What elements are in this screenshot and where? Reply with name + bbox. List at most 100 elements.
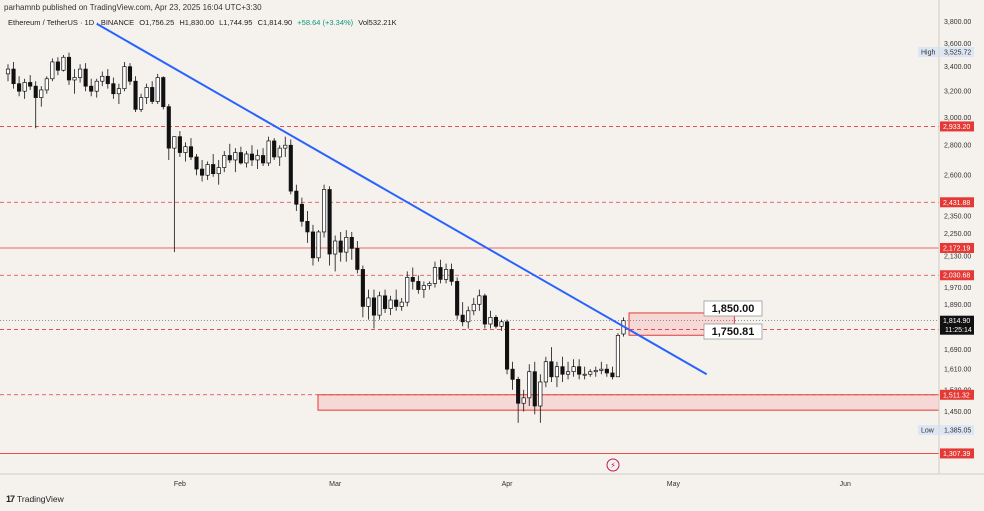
annotation-label: 1,850.00: [712, 303, 755, 315]
annotation-box[interactable]: [703, 300, 763, 317]
published-by-header: parhamnb published on TradingView.com, A…: [4, 3, 262, 12]
candle-up: [116, 88, 121, 95]
candle-down: [66, 56, 72, 81]
low-price-tag: [940, 425, 974, 436]
high-caption: High: [921, 49, 936, 56]
candle-down: [127, 66, 133, 82]
trendline-group[interactable]: [96, 22, 708, 376]
y-tick-label: 3,600.00: [944, 41, 971, 48]
candle-down: [133, 80, 138, 110]
candle-down: [394, 299, 399, 307]
event-lightning-icon[interactable]: [606, 458, 620, 472]
y-tick-label: 2,250.00: [944, 231, 971, 238]
x-tick-label: Jun: [840, 481, 851, 488]
time-axis[interactable]: Feb Mar Apr May Jun: [174, 481, 851, 488]
candle-down: [294, 190, 299, 205]
zone-support[interactable]: [317, 394, 940, 411]
candle-down: [166, 106, 171, 149]
candle-down: [383, 295, 388, 309]
candle-down: [438, 267, 443, 280]
candle-up: [421, 285, 426, 290]
high-caption-box: [918, 46, 938, 57]
candle-up: [283, 144, 288, 149]
candle-up: [233, 152, 238, 161]
candle-down: [238, 152, 243, 164]
candle-up: [588, 371, 593, 375]
candle-up: [538, 381, 543, 407]
candle-down: [194, 156, 199, 170]
candle-down: [28, 82, 33, 87]
low-price-label: 1,385.05: [944, 428, 971, 435]
candle-up: [377, 295, 382, 316]
level-price-tag: [940, 389, 974, 400]
candle-up: [366, 297, 371, 307]
candle-up: [565, 371, 571, 375]
candle-up: [543, 361, 548, 383]
candle-up: [216, 167, 221, 175]
candle-down: [55, 61, 60, 71]
level-price-label: 2,030.68: [943, 273, 970, 280]
y-tick-label: 1,970.00: [944, 285, 971, 292]
y-tick-label: 3,800.00: [944, 19, 971, 26]
candle-down: [549, 361, 554, 378]
candle-down: [83, 68, 88, 87]
candle-down: [227, 155, 232, 161]
candle-down: [577, 366, 582, 375]
y-tick-label: 3,400.00: [944, 64, 971, 71]
candle-up: [571, 366, 576, 373]
candle-up: [344, 237, 349, 253]
ohlc-open: O1,756.25: [139, 18, 175, 27]
chart-zones: [317, 312, 940, 411]
candle-down: [338, 240, 343, 253]
candle-up: [266, 140, 271, 164]
candle-up: [444, 269, 449, 280]
brand-name: TradingView: [17, 494, 64, 504]
candle-down: [482, 295, 487, 325]
level-price-label: 2,431.88: [943, 200, 970, 207]
low-caption-box: [918, 425, 938, 436]
candle-up: [172, 136, 177, 149]
candle-up: [5, 68, 11, 75]
candle-up: [471, 303, 476, 312]
symbol-legend: Ethereum / TetherUS · 1D · BINANCE O1,75…: [8, 18, 400, 27]
candle-down: [505, 321, 510, 370]
level-price-label: 1,511.32: [943, 392, 970, 399]
candle-down: [355, 248, 360, 270]
trendline[interactable]: [96, 22, 708, 376]
candle-up: [144, 87, 149, 98]
candle-up: [61, 56, 66, 71]
current-price-label: 1,814.90: [943, 318, 970, 325]
annotations-group[interactable]: 1,850.00 1,750.81: [703, 300, 763, 340]
candle-up: [244, 153, 249, 164]
price-axis[interactable]: 1,450.001,530.001,610.001,690.001,890.00…: [918, 19, 974, 459]
candle-up: [44, 78, 49, 91]
annotation-box[interactable]: [703, 323, 763, 340]
x-tick-label: May: [667, 481, 681, 488]
candle-up: [477, 295, 482, 305]
x-tick-label: Apr: [502, 481, 514, 488]
level-price-tag: [940, 197, 974, 208]
volume-value: Vol532.21K: [358, 18, 397, 27]
tradingview-brand[interactable]: 17 TradingView: [6, 494, 64, 504]
candle-up: [205, 164, 210, 176]
candle-down: [460, 314, 465, 323]
candle-down: [261, 155, 266, 164]
symbol-pair[interactable]: Ethereum / TetherUS · 1D · BINANCE: [8, 18, 135, 27]
candle-down: [493, 316, 499, 327]
candle-up: [100, 75, 105, 82]
candle-up: [488, 316, 493, 325]
y-tick-label: 2,800.00: [944, 143, 971, 150]
chart-markers: ⚡: [606, 458, 620, 472]
candle-up: [399, 301, 404, 307]
y-tick-label: 3,200.00: [944, 89, 971, 96]
level-price-tag: [940, 121, 974, 132]
countdown-label: 11:25:14: [945, 327, 972, 334]
candle-down: [510, 368, 515, 380]
candle-up: [599, 368, 604, 371]
candle-down: [532, 371, 537, 407]
current-price-tag: [940, 315, 974, 335]
candle-up: [582, 373, 587, 376]
candle-down: [177, 136, 182, 153]
lightning-glyph-icon: ⚡: [610, 461, 616, 470]
